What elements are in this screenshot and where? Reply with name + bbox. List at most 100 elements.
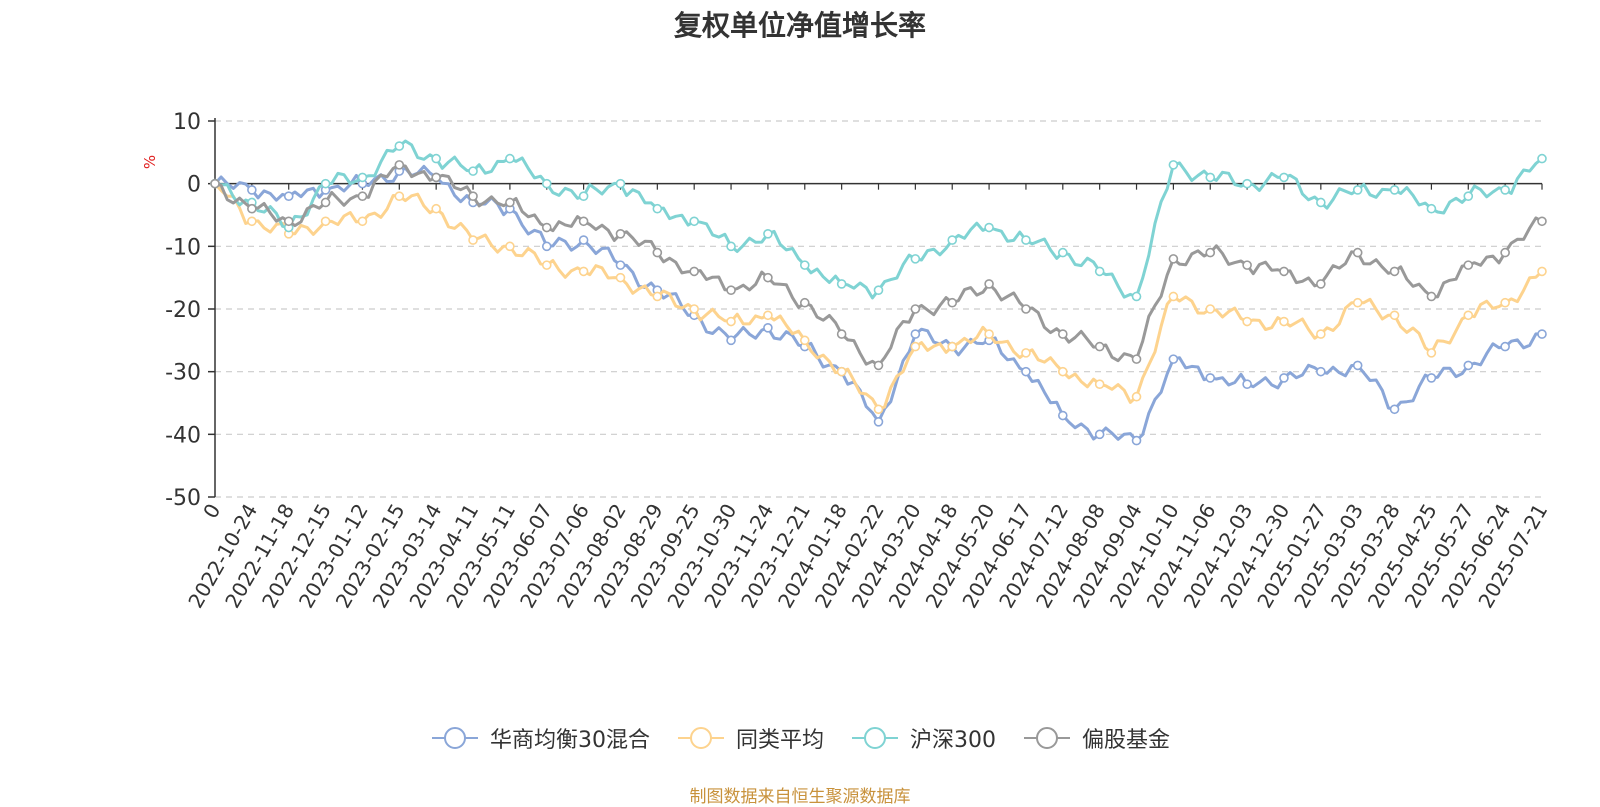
y-tick-label: -40 <box>165 423 201 448</box>
data-point <box>1316 279 1326 289</box>
data-point <box>910 304 921 314</box>
data-point <box>1279 316 1289 327</box>
data-point <box>1500 341 1510 352</box>
data-point <box>1537 266 1547 277</box>
data-point <box>431 203 441 214</box>
data-point <box>689 216 699 227</box>
data-point <box>1352 185 1363 195</box>
data-point <box>247 203 257 214</box>
x-tick-label: 0 <box>198 500 225 523</box>
data-point <box>1021 304 1031 314</box>
data-point <box>689 304 699 314</box>
legend-item[interactable]: 偏股基金 <box>1022 722 1170 754</box>
data-point <box>615 178 626 189</box>
data-point <box>1279 172 1289 183</box>
data-point <box>763 229 773 239</box>
data-point <box>652 247 663 258</box>
data-point <box>283 191 294 201</box>
legend-marker-icon <box>1024 727 1070 749</box>
legend-marker-icon <box>677 727 724 749</box>
data-point <box>1168 254 1179 264</box>
data-point <box>910 254 921 264</box>
data-point <box>799 335 810 346</box>
data-point <box>1389 185 1400 195</box>
data-point <box>394 191 405 201</box>
data-point <box>799 260 810 270</box>
data-point <box>320 197 331 208</box>
series-line <box>213 164 1543 443</box>
data-point <box>1500 297 1510 308</box>
data-point <box>357 172 368 183</box>
legend-marker-icon <box>852 727 898 749</box>
data-point <box>210 178 220 189</box>
data-point <box>799 297 810 308</box>
data-point <box>1316 366 1326 377</box>
data-point <box>1426 373 1437 383</box>
data-point <box>1500 185 1510 195</box>
data-point <box>578 216 589 227</box>
data-point <box>763 310 773 321</box>
data-source-note: 制图数据来自恒生聚源数据库 <box>689 787 911 807</box>
legend-marker-icon <box>431 727 478 749</box>
data-point <box>910 329 921 339</box>
y-tick-label: -10 <box>165 235 201 260</box>
data-point <box>763 322 773 333</box>
data-point <box>1131 354 1142 364</box>
data-point <box>1094 341 1105 352</box>
data-point <box>578 235 589 245</box>
data-point <box>689 266 699 277</box>
data-point <box>1500 247 1510 258</box>
y-tick-label: -20 <box>165 298 201 323</box>
y-tick-label: 10 <box>173 110 201 135</box>
data-point <box>1389 310 1400 321</box>
data-point <box>1205 172 1216 183</box>
data-point <box>1131 435 1142 446</box>
data-point <box>1389 404 1400 415</box>
data-point <box>910 341 921 352</box>
data-point <box>615 260 626 270</box>
data-point <box>1463 310 1474 321</box>
data-point <box>1021 235 1031 245</box>
data-point <box>836 279 847 289</box>
data-point <box>726 335 736 346</box>
data-point <box>726 241 736 252</box>
data-point <box>283 216 294 227</box>
y-axis-label: % <box>141 155 159 169</box>
data-point <box>468 191 478 201</box>
data-point <box>1242 316 1252 327</box>
y-tick-label: 0 <box>187 173 201 198</box>
data-point <box>947 235 958 245</box>
legend-item[interactable]: 沪深300 <box>850 722 996 754</box>
data-point <box>357 216 368 227</box>
legend-label: 沪深300 <box>910 728 996 753</box>
data-point <box>1537 153 1547 164</box>
data-point <box>1242 260 1252 270</box>
data-point <box>1131 291 1142 302</box>
data-point <box>1352 297 1363 308</box>
series-line <box>214 139 1543 300</box>
data-point <box>394 141 405 151</box>
legend-item[interactable]: 华商均衡30混合 <box>430 722 650 754</box>
data-point <box>873 416 884 427</box>
data-point <box>468 235 478 245</box>
data-point <box>431 172 441 183</box>
data-point <box>578 266 589 277</box>
data-point <box>1205 373 1216 383</box>
data-point <box>541 178 552 189</box>
data-point <box>1426 203 1437 214</box>
legend-item[interactable]: 同类平均 <box>676 722 824 754</box>
data-point <box>947 341 958 352</box>
data-point <box>247 216 257 227</box>
data-point <box>1537 216 1547 227</box>
legend-label: 偏股基金 <box>1082 728 1171 753</box>
data-point <box>1242 178 1252 189</box>
data-point <box>578 191 589 201</box>
data-point <box>357 191 368 201</box>
data-point <box>1168 160 1179 170</box>
data-point <box>1352 360 1363 371</box>
data-point <box>1537 329 1547 339</box>
data-point <box>505 241 515 252</box>
data-point <box>1058 366 1068 377</box>
data-point <box>247 185 257 195</box>
